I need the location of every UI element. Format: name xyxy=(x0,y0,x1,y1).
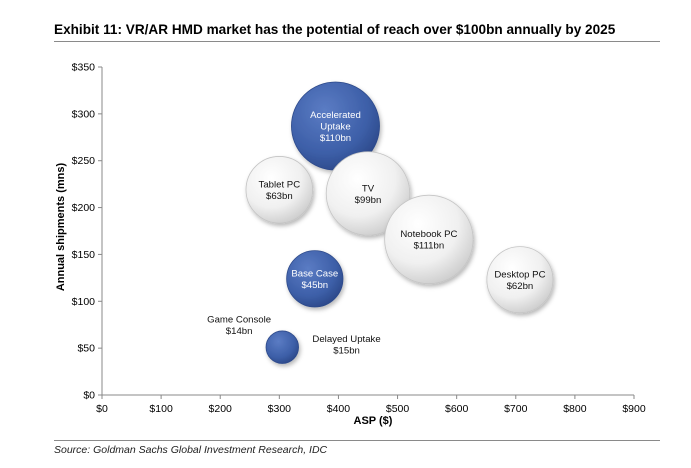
y-tick-label: $200 xyxy=(72,202,96,214)
x-tick-label: $900 xyxy=(622,403,646,415)
y-tick-label: $300 xyxy=(72,108,96,120)
bubble-base-case xyxy=(286,250,344,308)
bubble-label-desktop-pc: Desktop PC xyxy=(494,269,545,280)
bubbles-group xyxy=(245,81,554,364)
bubble-label-accelerated-uptake: $110bn xyxy=(320,133,351,144)
bubble-tv xyxy=(325,151,411,236)
x-tick-label: $500 xyxy=(386,403,410,415)
y-tick-label: $0 xyxy=(83,390,95,402)
bubble-label-delayed-uptake: $15bn xyxy=(333,346,360,357)
bubble-label-base-case: Base Case xyxy=(291,269,338,280)
y-axis-title: Annual shipments (mns) xyxy=(55,162,67,291)
x-tick-label: $200 xyxy=(209,403,233,415)
chart-title: Exhibit 11: VR/AR HMD market has the pot… xyxy=(54,22,616,37)
bubble-desktop-pc xyxy=(486,246,554,314)
title-rule xyxy=(54,41,660,42)
x-axis-title: ASP ($) xyxy=(354,415,393,427)
x-tick-label: $100 xyxy=(149,403,173,415)
bubble-label-base-case: $45bn xyxy=(301,280,328,291)
x-tick-label: $0 xyxy=(96,403,108,415)
source-rule xyxy=(54,440,660,441)
bubble-label-delayed-uptake: Delayed Uptake xyxy=(312,334,380,345)
bubble-label-tablet-pc: Tablet PC xyxy=(259,180,301,191)
x-tick-label: $700 xyxy=(504,403,528,415)
bubble-label-tablet-pc: $63bn xyxy=(266,191,293,202)
bubble-label-notebook-pc: Notebook PC xyxy=(400,229,457,240)
bubble-notebook-pc xyxy=(384,194,474,285)
y-tick-label: $150 xyxy=(72,249,96,261)
bubble-label-tv: $99bn xyxy=(355,195,382,206)
y-tick-label: $250 xyxy=(72,155,96,167)
bubble-label-accelerated-uptake: Accelerated xyxy=(310,110,361,121)
y-tick-label: $100 xyxy=(72,296,96,308)
x-tick-label: $600 xyxy=(445,403,469,415)
bubble-label-tv: TV xyxy=(362,183,375,194)
y-tick-label: $50 xyxy=(77,343,95,355)
source-note: Source: Goldman Sachs Global Investment … xyxy=(54,444,328,456)
bubble-label-notebook-pc: $111bn xyxy=(414,241,445,252)
x-tick-label: $400 xyxy=(327,403,351,415)
bubble-label-accelerated-uptake: Uptake xyxy=(320,122,350,133)
x-tick-label: $300 xyxy=(268,403,292,415)
y-tick-label: $350 xyxy=(72,62,96,74)
bubble-tablet-pc xyxy=(245,156,314,224)
bubble-delayed-uptake xyxy=(265,330,299,364)
x-tick-label: $800 xyxy=(563,403,587,415)
bubble-label-game-console: $14bn xyxy=(226,326,253,337)
bubble-label-desktop-pc: $62bn xyxy=(507,281,534,292)
axes: $0 $50 $100 $150 $200 $250 $300 $350 $0 $100 $200 $… xyxy=(55,62,646,428)
bubble-label-game-console: Game Console xyxy=(207,314,271,325)
